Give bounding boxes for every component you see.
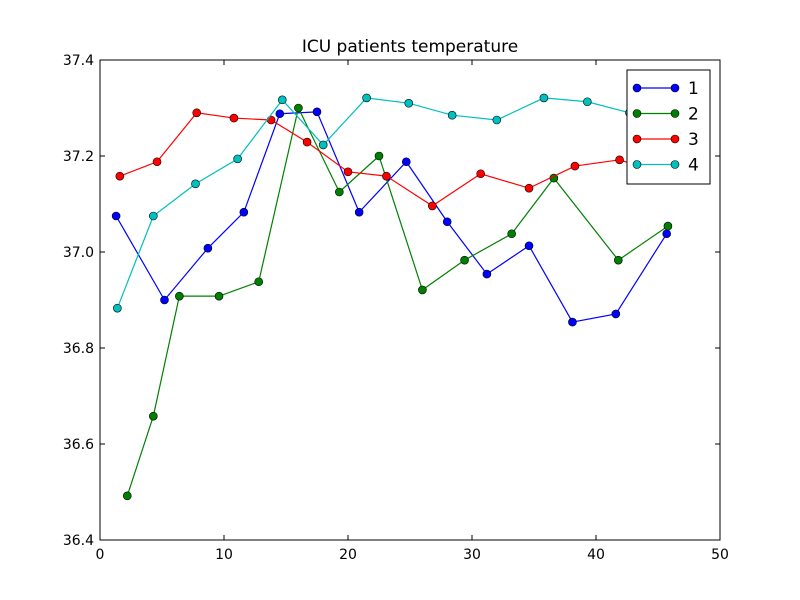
data-point	[277, 95, 287, 105]
data-point	[254, 277, 264, 287]
y-tick-label: 37.4	[63, 53, 94, 69]
data-point	[203, 243, 213, 253]
data-point	[111, 211, 121, 221]
data-point	[318, 140, 328, 150]
tick-layer: 0 10 20 30 40 50 36.4 36.6 36.8 37.0 37.2 37.4	[63, 53, 729, 563]
legend-label: 4	[688, 156, 699, 176]
data-point	[302, 137, 312, 147]
data-point	[663, 221, 673, 231]
x-tick-label: 0	[96, 547, 105, 563]
data-point	[492, 115, 502, 125]
data-point	[539, 93, 549, 103]
data-point	[482, 269, 492, 279]
data-point	[229, 113, 239, 123]
y-tick-label: 36.4	[63, 533, 94, 549]
data-point	[312, 107, 322, 117]
legend-marker	[632, 134, 642, 144]
data-point	[214, 291, 224, 301]
data-point	[615, 155, 624, 165]
legend-marker	[632, 109, 642, 118]
x-tick-label: 10	[215, 547, 233, 563]
data-point	[570, 161, 580, 171]
data-point	[662, 229, 671, 239]
legend-marker	[632, 83, 642, 93]
legend: 1 2 3 4	[626, 69, 711, 185]
data-point	[401, 157, 411, 167]
y-tick-label: 37.2	[63, 149, 94, 165]
data-point	[160, 295, 169, 305]
chart-title: ICU patients temperature	[302, 37, 518, 57]
x-tick-label: 50	[711, 547, 729, 563]
data-point	[149, 211, 158, 221]
x-tick-label: 40	[587, 547, 605, 563]
legend-marker	[670, 109, 680, 118]
series-1-line	[115, 111, 668, 323]
series-2-line	[126, 106, 669, 497]
x-tick-label: 30	[463, 547, 481, 563]
legend-label: 1	[688, 79, 699, 99]
legend-label: 3	[688, 130, 699, 150]
legend-label: 2	[688, 105, 699, 125]
data-point	[524, 241, 534, 251]
y-tick-label: 37.0	[63, 245, 94, 261]
data-point	[460, 255, 469, 265]
data-point	[122, 491, 132, 501]
y-tick-label: 36.6	[63, 437, 94, 453]
series-1	[111, 107, 671, 327]
data-point	[343, 167, 353, 177]
data-point	[149, 411, 158, 421]
data-point	[428, 201, 437, 211]
data-point	[175, 291, 184, 301]
series-3-line	[119, 112, 671, 207]
data-point	[447, 110, 457, 120]
data-point	[362, 93, 371, 103]
y-tick-label: 36.8	[63, 341, 94, 357]
legend-marker	[632, 160, 642, 169]
legend-marker	[670, 83, 680, 93]
data-point	[418, 285, 427, 295]
data-point	[583, 97, 592, 107]
data-point	[152, 157, 162, 167]
data-point	[113, 303, 122, 313]
series-4-line	[116, 97, 670, 309]
data-point	[275, 109, 285, 119]
data-point	[614, 255, 623, 265]
data-point	[382, 171, 391, 181]
data-point	[476, 169, 485, 179]
data-point	[266, 115, 276, 125]
plot-frame	[99, 59, 721, 541]
data-point	[404, 98, 414, 108]
legend-marker	[670, 160, 680, 169]
data-point	[335, 187, 344, 197]
data-point	[354, 207, 364, 217]
data-point	[191, 179, 200, 189]
data-point	[507, 229, 516, 239]
data-point	[239, 207, 249, 217]
data-point	[294, 103, 303, 113]
x-tick-label: 20	[339, 547, 357, 563]
data-point	[442, 217, 452, 227]
data-point	[524, 183, 534, 193]
legend-marker	[670, 134, 680, 144]
data-point	[374, 151, 384, 161]
data-point	[568, 317, 577, 327]
series-2	[122, 103, 673, 501]
data-point	[192, 108, 202, 118]
data-point	[233, 154, 242, 164]
data-point	[115, 171, 125, 181]
plot-area	[100, 60, 720, 540]
data-point	[611, 309, 621, 319]
